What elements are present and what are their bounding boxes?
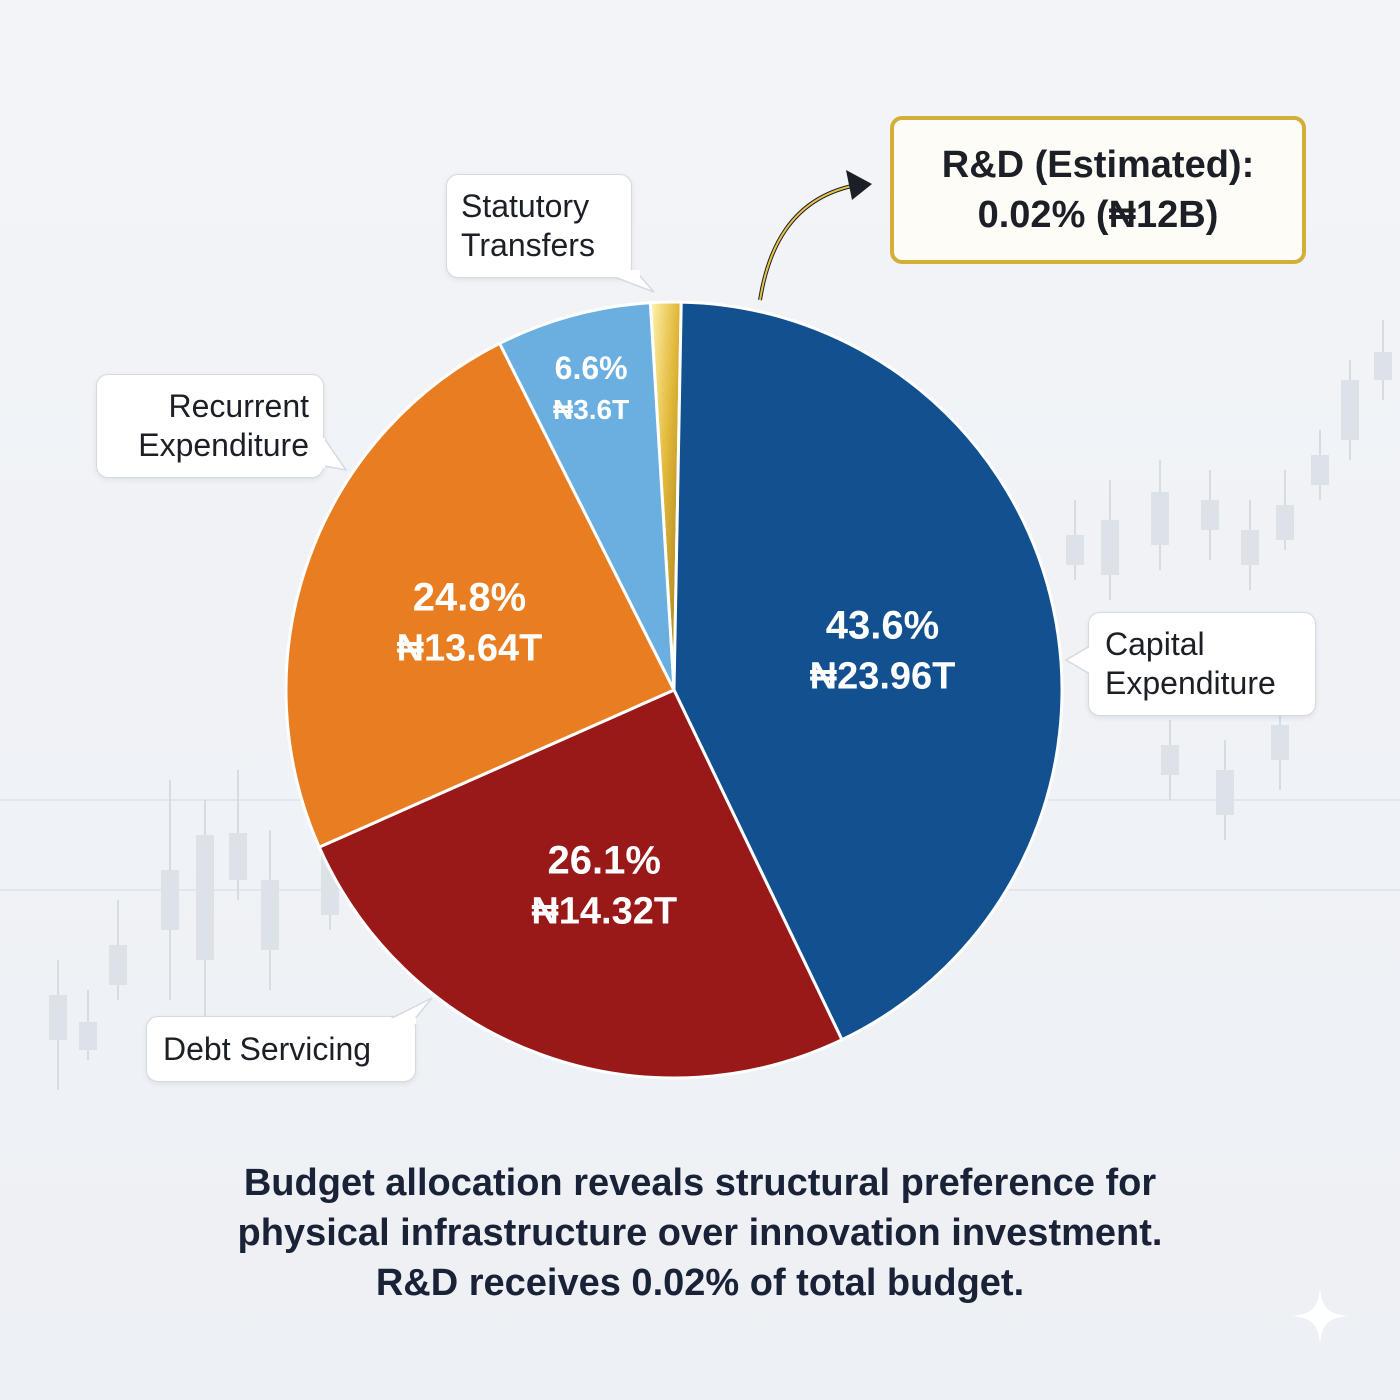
slice-value-label: ₦14.32T xyxy=(531,890,677,932)
slice-value-label: ₦3.6T xyxy=(553,394,629,425)
callout-label-line: Debt Servicing xyxy=(163,1031,372,1067)
slice-percent-label: 24.8% xyxy=(413,576,526,620)
chart-caption: Budget allocation reveals structural pre… xyxy=(0,1158,1400,1308)
background-candle-body xyxy=(1216,770,1234,815)
rd-pointer-arrow-glow xyxy=(759,185,853,301)
background-candle-body xyxy=(79,1022,97,1050)
background-candle-body xyxy=(1311,455,1329,485)
pie-slice-capital-expenditure xyxy=(672,300,1064,1042)
background-candle-body xyxy=(261,880,279,950)
background-candle-body xyxy=(1276,505,1294,540)
pie-slice-debt-servicing xyxy=(317,688,844,1080)
callout-debt-servicing: Debt Servicing xyxy=(146,1016,416,1082)
callout-recurrent-expenditure: Recurrent Expenditure xyxy=(96,374,324,478)
callout-tail xyxy=(1064,644,1094,676)
callout-label-line: Recurrent xyxy=(168,388,310,424)
callout-tail xyxy=(386,997,433,1024)
callout-label-line: Expenditure xyxy=(1105,665,1276,701)
background-candle-body xyxy=(1341,380,1359,440)
slice-value-label: ₦23.96T xyxy=(810,656,956,698)
background-candle-body xyxy=(161,870,179,930)
slice-percent-label: 26.1% xyxy=(548,838,661,882)
background-candle-body xyxy=(109,945,127,985)
background-candle-body xyxy=(1101,520,1119,575)
pie-slice-recurrent-expenditure xyxy=(284,341,677,850)
background-candle-body xyxy=(49,995,67,1040)
background-candle-body xyxy=(1201,500,1219,530)
background-candle-body xyxy=(1161,745,1179,775)
background-candle-body xyxy=(1151,492,1169,545)
callout-label-line: Statutory xyxy=(461,188,590,224)
pie-slice-statutory-transfers xyxy=(497,301,676,691)
background-candle-body xyxy=(1271,725,1289,760)
callout-label-line: Expenditure xyxy=(138,427,309,463)
rd-highlight-box: R&D (Estimated): 0.02% (₦12B) xyxy=(890,116,1306,264)
caption-line: Budget allocation reveals structural pre… xyxy=(243,1162,1157,1204)
callout-label-line: Capital xyxy=(1105,626,1205,662)
sparkle-icon xyxy=(1292,1288,1348,1344)
rd-highlight-title: R&D (Estimated): xyxy=(941,144,1255,186)
background-candle-body xyxy=(229,833,247,880)
caption-line: R&D receives 0.02% of total budget. xyxy=(375,1262,1025,1304)
callout-label-line: Transfers xyxy=(461,227,595,263)
background-candle-body xyxy=(1374,352,1392,380)
slice-percent-label: 43.6% xyxy=(826,604,939,648)
background-candle-body xyxy=(1066,535,1084,565)
slice-value-label: ₦13.64T xyxy=(397,628,543,670)
rd-highlight-value: 0.02% (₦12B) xyxy=(977,194,1219,236)
rd-pointer-arrow xyxy=(758,184,853,301)
caption-line: physical infrastructure over innovation … xyxy=(237,1212,1163,1254)
background-candle-body xyxy=(196,835,214,960)
callout-capital-expenditure: Capital Expenditure xyxy=(1088,612,1316,716)
callout-tail xyxy=(611,270,655,293)
slice-percent-label: 6.6% xyxy=(555,350,628,386)
callout-tail xyxy=(316,436,348,472)
background-candle-body xyxy=(1241,530,1259,565)
rd-pointer-arrowhead xyxy=(846,170,872,200)
callout-statutory-transfers: Statutory Transfers xyxy=(446,174,632,278)
